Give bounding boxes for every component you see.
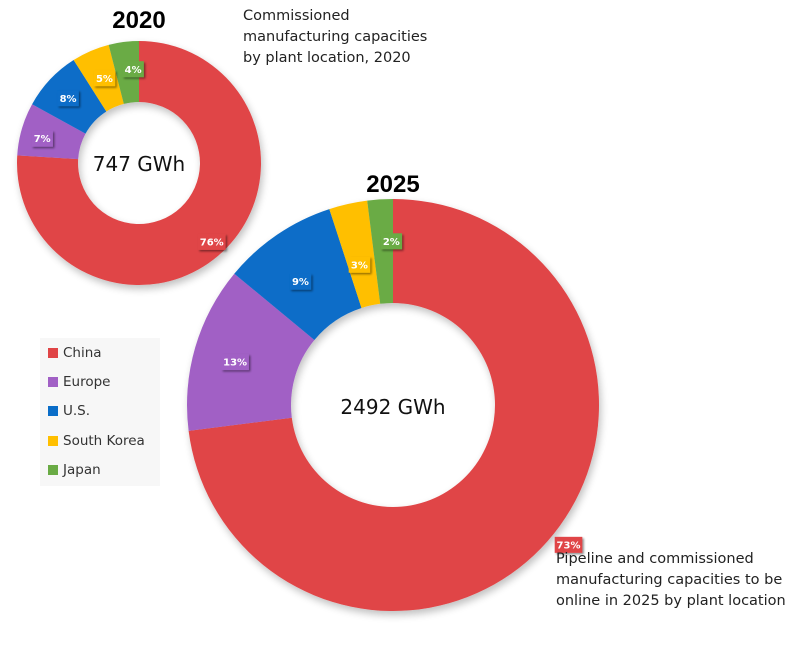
slice-label-2020-south-korea: 5% xyxy=(93,70,116,87)
chart-title-2020: 2020 xyxy=(112,7,165,34)
slice-2025-south-korea xyxy=(329,200,381,308)
slice-label-2025-china: 73% xyxy=(554,536,583,553)
slice-label-2025-u-s: 9% xyxy=(289,273,312,290)
slice-label-box xyxy=(57,90,79,107)
caption-2020-line: by plant location, 2020 xyxy=(243,50,411,66)
slice-label-text: 9% xyxy=(292,277,309,288)
center-total-2020: 747 GWh xyxy=(93,152,185,176)
caption-2025-line: online in 2025 by plant location xyxy=(556,593,786,609)
chart-title-2025: 2025 xyxy=(366,171,419,198)
legend-item-china: China xyxy=(48,344,102,362)
slice-label-box xyxy=(554,536,583,553)
slice-label-box xyxy=(122,61,144,78)
slice-label-text: 2% xyxy=(383,237,400,248)
legend-label: Europe xyxy=(63,374,111,390)
caption-2025-line: manufacturing capacities to be xyxy=(556,572,783,588)
slice-label-text: 8% xyxy=(60,94,77,105)
legend-label: South Korea xyxy=(63,433,145,449)
slice-label-box xyxy=(289,273,312,290)
slice-labels-2020: 76% 7% 8% 5% 4% xyxy=(31,61,226,250)
slice-label-text: 73% xyxy=(557,540,581,551)
legend-swatch-us xyxy=(48,406,58,416)
slice-label-box xyxy=(93,70,116,87)
slice-label-2025-south-korea: 3% xyxy=(348,256,371,273)
legend-label: Japan xyxy=(63,462,101,478)
slice-label-box xyxy=(221,354,249,371)
slice-label-box xyxy=(31,130,53,147)
slice-label-text: 7% xyxy=(34,134,51,145)
center-total-2025: 2492 GWh xyxy=(340,395,445,419)
slice-label-2025-japan: 2% xyxy=(380,233,403,250)
slice-label-2020-u-s: 8% xyxy=(57,90,79,107)
legend-swatch-china xyxy=(48,348,58,358)
slice-2025-europe xyxy=(187,273,315,431)
legend-swatch-japan xyxy=(48,465,58,475)
slice-label-text: 3% xyxy=(351,260,368,271)
legend-item-japan: Japan xyxy=(48,461,101,479)
slice-label-box xyxy=(380,233,403,250)
caption-2020-line: Commissioned xyxy=(243,8,350,24)
caption-2025-line: Pipeline and commissioned xyxy=(556,551,754,567)
slice-2020-china xyxy=(17,41,261,285)
slice-label-text: 5% xyxy=(96,74,113,85)
slice-2025-japan xyxy=(367,199,393,304)
legend-item-south-korea: South Korea xyxy=(48,432,145,450)
slice-label-box xyxy=(348,256,371,273)
slice-2025-china xyxy=(188,199,600,611)
slice-label-text: 13% xyxy=(223,358,247,369)
caption-2020-line: manufacturing capacities xyxy=(243,29,428,45)
slice-label-2020-europe: 7% xyxy=(31,130,53,147)
slice-label-box xyxy=(197,233,226,250)
legend-item-europe: Europe xyxy=(48,373,110,391)
legend-label: U.S. xyxy=(63,403,91,419)
legend-swatch-south-korea xyxy=(48,436,58,446)
caption-2020: Commissioned manufacturing capacities by… xyxy=(243,6,427,69)
slice-labels-2025: 73% 13% 9% 3% 2% xyxy=(221,233,583,553)
legend-swatch-europe xyxy=(48,377,58,387)
legend-label: China xyxy=(63,345,102,361)
slice-label-2025-europe: 13% xyxy=(221,354,249,371)
slice-label-text: 4% xyxy=(125,65,142,76)
slice-label-2020-japan: 4% xyxy=(122,61,144,78)
caption-2025: Pipeline and commissioned manufacturing … xyxy=(556,549,786,612)
legend-item-us: U.S. xyxy=(48,402,90,420)
legend: China Europe U.S. South Korea Japan xyxy=(40,338,160,486)
slice-label-text: 76% xyxy=(200,238,224,249)
slice-label-2020-china: 76% xyxy=(197,233,226,250)
